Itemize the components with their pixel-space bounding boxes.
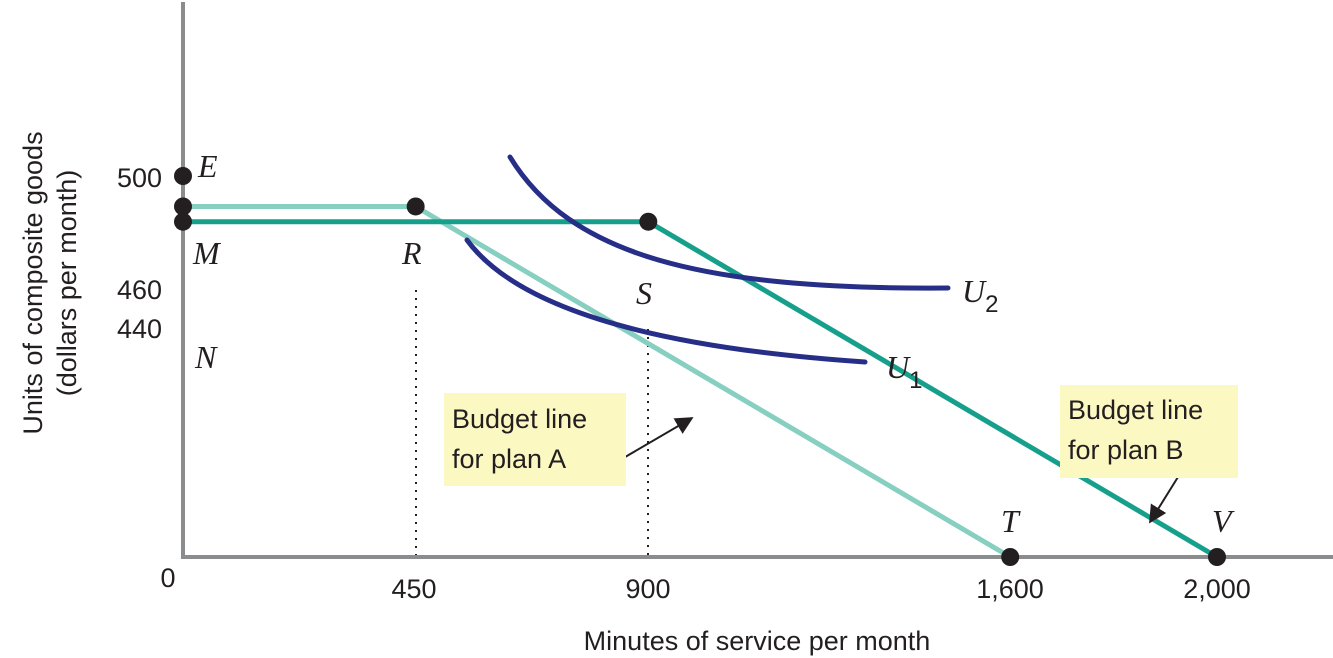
point-t bbox=[1001, 548, 1020, 566]
point-v bbox=[1208, 548, 1226, 566]
curve-label-u1: U1 bbox=[886, 349, 922, 394]
callout-plan-a: Budget line for plan A bbox=[444, 393, 626, 486]
point-label-r: R bbox=[401, 235, 422, 271]
y-tick-label: 460 bbox=[117, 275, 162, 305]
y-tick-label: 440 bbox=[117, 314, 162, 344]
curve-label-u2: U2 bbox=[962, 273, 998, 318]
x-tick-label: 2,000 bbox=[1183, 574, 1251, 604]
callout-plan-b: Budget line for plan B bbox=[1060, 385, 1238, 478]
origin-label: 0 bbox=[160, 563, 175, 593]
indifference-curve-u2 bbox=[507, 154, 951, 291]
point-s bbox=[639, 212, 658, 231]
point-e bbox=[174, 167, 192, 185]
arrow-plan-a bbox=[619, 417, 694, 461]
x-tick-label: 1,600 bbox=[976, 574, 1044, 604]
y-axis-title-line-2: (dollars per month) bbox=[52, 170, 82, 397]
arrow-plan-b bbox=[1149, 476, 1179, 524]
callout-plan-a-line-1: Budget line bbox=[452, 404, 588, 434]
point-label-v: V bbox=[1212, 503, 1235, 539]
point-label-e: E bbox=[197, 148, 218, 184]
callout-plan-b-line-1: Budget line bbox=[1068, 395, 1204, 425]
y-axis-title-line-1: Units of composite goods bbox=[18, 131, 48, 434]
callout-plan-a-line-2: for plan A bbox=[452, 444, 567, 474]
x-tick-label: 900 bbox=[625, 574, 670, 604]
x-axis-title: Minutes of service per month bbox=[584, 626, 931, 656]
x-tick-label: 450 bbox=[391, 574, 436, 604]
point-label-s: S bbox=[636, 275, 652, 311]
point-label-t: T bbox=[1001, 503, 1021, 539]
point-label-m: M bbox=[192, 235, 222, 271]
point-r bbox=[406, 197, 425, 216]
point-m bbox=[174, 197, 192, 216]
point-n bbox=[174, 212, 192, 231]
callout-plan-b-line-2: for plan B bbox=[1068, 435, 1184, 465]
y-tick-label: 500 bbox=[117, 163, 162, 193]
point-label-n: N bbox=[194, 339, 218, 375]
indifference-curve-u1 bbox=[464, 237, 868, 365]
